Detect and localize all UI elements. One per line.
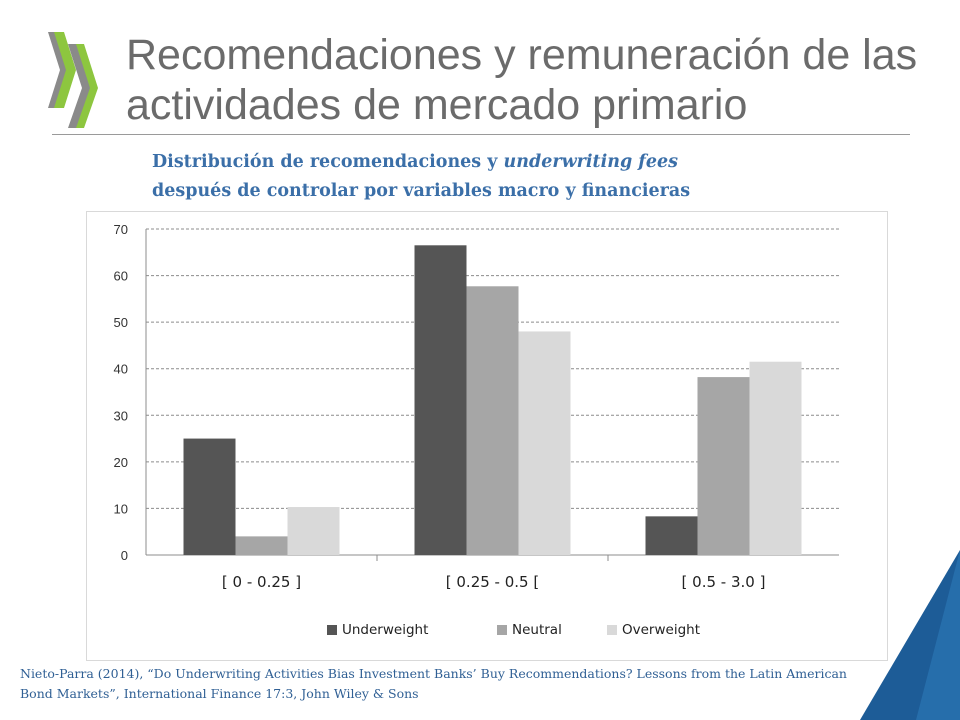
title-divider	[52, 134, 910, 135]
y-tick-label: 60	[114, 269, 128, 284]
x-tick-label: [ 0 - 0.25 ]	[222, 573, 301, 591]
bar-chart: 0 10 20 30 40 50 60 70 [ 0 - 0.25 ] [ 0.25 - 0.5 …	[114, 222, 839, 638]
bar-neutral	[466, 286, 519, 555]
bar-underweight	[645, 516, 698, 555]
corner-decoration	[860, 550, 960, 720]
x-tick-label: [ 0.5 - 3.0 ]	[682, 573, 766, 591]
legend-swatch-underweight	[327, 625, 337, 635]
y-tick-label: 30	[114, 408, 128, 423]
legend-label-underweight: Underweight	[342, 622, 428, 638]
corner-triangle-dark	[860, 550, 960, 720]
logo-chevron-gray-right	[68, 44, 92, 128]
slide-title: Recomendaciones y remuneración de las ac…	[126, 31, 918, 129]
legend-label-overweight: Overweight	[622, 622, 700, 638]
y-tick-label: 50	[114, 315, 128, 330]
subtitle-connector: y	[487, 152, 498, 172]
x-tick-label: [ 0.25 - 0.5 [	[446, 573, 539, 591]
bar-neutral	[697, 377, 750, 555]
bar-overweight	[287, 507, 340, 555]
bar-underweight	[414, 245, 467, 556]
chart-container: 0 10 20 30 40 50 60 70 [ 0 - 0.25 ] [ 0.25 - 0.5 …	[86, 211, 888, 661]
subtitle-line2: después de controlar por variables macro…	[152, 181, 691, 201]
bar-overweight	[749, 361, 802, 555]
legend-label-neutral: Neutral	[512, 622, 562, 638]
legend-swatch-neutral	[497, 625, 507, 635]
y-tick-label: 40	[114, 362, 128, 377]
bar-neutral	[235, 536, 288, 555]
y-tick-label: 0	[121, 548, 128, 563]
logo-chevron-green	[54, 32, 76, 108]
subtitle-text: Distribución de recomendaciones	[152, 152, 482, 172]
corner-triangle-light	[916, 550, 960, 720]
source-citation: Nieto-Parra (2014), “Do Underwriting Act…	[20, 666, 847, 701]
bar-overweight	[518, 331, 571, 555]
legend-swatch-overweight	[607, 625, 617, 635]
logo-chevron-green-right	[76, 44, 98, 128]
y-tick-label: 20	[114, 455, 128, 470]
subtitle-italic: underwriting fees	[503, 152, 678, 172]
chart-subtitle: Distribución de recomendaciones y underw…	[152, 148, 872, 206]
y-tick-label: 70	[114, 222, 128, 237]
bar-underweight	[183, 438, 236, 555]
y-tick-label: 10	[114, 501, 128, 516]
oecd-logo	[48, 32, 98, 128]
